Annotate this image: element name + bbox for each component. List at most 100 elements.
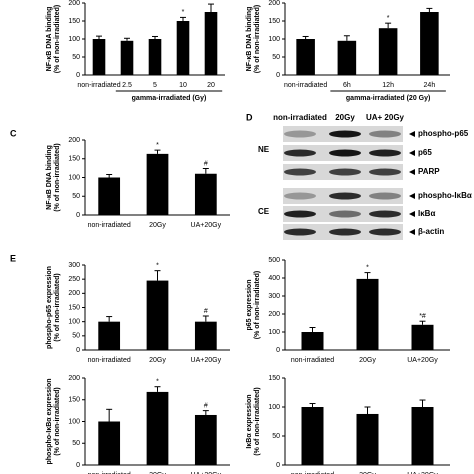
y-tick-label: 0 <box>276 347 280 354</box>
band-label: p65 <box>418 148 432 157</box>
y-tick-label: 150 <box>68 156 80 163</box>
bar <box>194 414 217 465</box>
x-tick-label: non-irradiated <box>291 357 334 364</box>
band-label: IκBα <box>418 209 435 218</box>
band-label: β-actin <box>418 227 444 236</box>
y-axis-label: phospho-p65 expression <box>46 266 53 349</box>
arrow <box>409 169 415 175</box>
annotation: * <box>156 263 159 270</box>
x-tick-label: UA+20Gy <box>407 472 438 474</box>
bar <box>378 28 398 75</box>
y-tick-label: 0 <box>276 72 280 79</box>
y-tick-label: 50 <box>72 193 80 200</box>
y-tick-label: 150 <box>68 304 80 311</box>
y-axis-label: (% of non-irradiated) <box>54 387 61 455</box>
y-axis-label: (% of non-irradiated) <box>254 387 261 455</box>
bar <box>146 280 169 350</box>
x-tick-label: UA+20Gy <box>191 222 222 229</box>
bar <box>301 407 324 465</box>
arrow <box>409 131 415 137</box>
x-tick-label: 20Gy <box>149 472 166 474</box>
y-axis-label: (% of non-irradiated) <box>254 271 261 339</box>
x-tick-label: non-irradiated <box>88 472 131 474</box>
x-tick-label: UA+20Gy <box>191 472 222 474</box>
y-tick-label: 100 <box>268 329 280 336</box>
band <box>369 192 401 200</box>
lane-label: 20Gy <box>335 113 355 122</box>
panel-label: D <box>246 112 253 122</box>
annotation: * <box>182 9 185 16</box>
x-tick-label: 20Gy <box>149 222 166 229</box>
y-tick-label: 100 <box>268 404 280 411</box>
y-tick-label: 100 <box>68 36 80 43</box>
bar <box>98 321 121 350</box>
y-tick-label: 100 <box>68 319 80 326</box>
y-axis-label: NF-κB DNA binding <box>46 145 53 210</box>
arrow <box>409 150 415 156</box>
y-tick-label: 150 <box>68 397 80 404</box>
band <box>329 210 361 218</box>
panel-label: C <box>10 128 17 138</box>
x-tick-label: 24h <box>424 82 436 89</box>
x-tick-label: non-irradiated <box>88 357 131 364</box>
band-label: phospho-IκBα <box>418 191 472 200</box>
y-tick-label: 50 <box>272 433 280 440</box>
bar <box>194 173 217 215</box>
x-tick-label: UA+20Gy <box>407 357 438 364</box>
y-tick-label: 0 <box>76 347 80 354</box>
x-tick-label: non-irradiated <box>77 82 120 89</box>
band <box>369 228 401 236</box>
y-tick-label: 500 <box>268 257 280 264</box>
y-tick-label: 200 <box>68 290 80 297</box>
x-tick-label: 20 <box>207 82 215 89</box>
annotation: * <box>156 379 159 386</box>
bar <box>420 12 439 75</box>
y-axis-label: (% of non-irradiated) <box>54 273 61 341</box>
band <box>369 130 401 138</box>
bar <box>176 21 190 75</box>
x-tick-label: 20Gy <box>359 357 376 364</box>
annotation: * <box>156 142 159 149</box>
y-tick-label: 400 <box>268 275 280 282</box>
arrow <box>409 211 415 217</box>
y-tick-label: 100 <box>268 36 280 43</box>
arrow <box>409 229 415 235</box>
x-tick-label: non-irradiated <box>88 222 131 229</box>
bar <box>411 407 434 465</box>
y-tick-label: 0 <box>276 462 280 469</box>
annotation: * <box>387 15 390 22</box>
y-tick-label: 50 <box>72 333 80 340</box>
band <box>284 130 316 138</box>
y-tick-label: 0 <box>76 462 80 469</box>
y-tick-label: 150 <box>68 18 80 25</box>
band <box>329 130 361 138</box>
x-tick-label: non-irradiated <box>291 472 334 474</box>
y-tick-label: 200 <box>68 375 80 382</box>
bar <box>146 153 169 215</box>
annotation: * <box>366 264 369 271</box>
band <box>284 210 316 218</box>
bar <box>411 324 434 350</box>
band <box>329 168 361 176</box>
x-tick-label: 12h <box>382 82 394 89</box>
y-tick-label: 100 <box>68 174 80 181</box>
y-axis-label: (% of non-irradiated) <box>254 5 261 73</box>
bar <box>301 332 324 350</box>
band <box>369 168 401 176</box>
y-tick-label: 50 <box>72 54 80 61</box>
band <box>329 149 361 157</box>
x-axis-label: gamma-irradiated (Gy) <box>132 95 207 102</box>
bar <box>98 421 121 465</box>
y-tick-label: 200 <box>268 0 280 7</box>
x-tick-label: 5 <box>153 82 157 89</box>
band <box>369 149 401 157</box>
annotation: # <box>204 402 208 409</box>
y-tick-label: 300 <box>68 262 80 269</box>
y-axis-label: (% of non-irradiated) <box>54 143 61 211</box>
bar <box>356 413 379 465</box>
x-tick-label: 10 <box>179 82 187 89</box>
lane-label: non-irradiated <box>273 113 327 122</box>
x-tick-label: 2.5 <box>122 82 132 89</box>
y-tick-label: 200 <box>68 0 80 7</box>
